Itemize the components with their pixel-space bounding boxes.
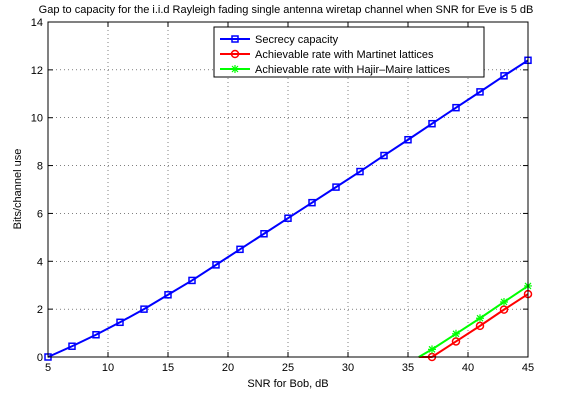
data-point <box>188 276 196 285</box>
data-point <box>356 167 364 176</box>
legend-marker <box>231 35 239 43</box>
y-tick-label: 14 <box>31 17 43 29</box>
series-layer <box>44 56 533 362</box>
legend-marker <box>230 49 240 59</box>
legend-marker <box>231 65 239 73</box>
x-tick-label: 5 <box>45 362 51 374</box>
data-point <box>404 135 412 144</box>
y-tick-label: 4 <box>37 256 43 268</box>
x-tick-label: 30 <box>342 362 354 374</box>
legend-entry: Achievable rate with Martinet lattices <box>220 49 434 61</box>
data-point <box>68 342 76 350</box>
x-tick-label: 45 <box>522 362 534 374</box>
data-point <box>475 321 485 331</box>
x-tick-label: 10 <box>102 362 114 374</box>
data-point <box>236 245 244 254</box>
legend-label: Achievable rate with Hajir–Maire lattice… <box>255 64 451 76</box>
chart-title: Gap to capacity for the i.i.d Rayleigh f… <box>39 4 534 16</box>
data-point <box>451 337 461 346</box>
data-point <box>164 291 172 299</box>
data-point <box>380 151 388 160</box>
data-point <box>212 261 220 269</box>
data-point <box>500 297 508 306</box>
y-tick-label: 12 <box>31 65 43 77</box>
legend-box <box>213 26 485 78</box>
legend-label: Achievable rate with Martinet lattices <box>255 49 434 61</box>
series-1 <box>44 56 532 361</box>
y-tick-label: 8 <box>37 161 43 173</box>
data-point <box>452 329 460 338</box>
data-point <box>476 88 484 96</box>
data-point <box>499 305 509 314</box>
ticks: 5 10 15 20 25 30 35 40 45 0 2 4 6 8 10 12 14 <box>31 17 534 374</box>
data-point <box>500 72 508 80</box>
y-tick-label: 6 <box>37 208 43 220</box>
y-tick-label: 10 <box>31 113 43 125</box>
data-point <box>476 314 484 323</box>
x-tick-label: 35 <box>402 362 414 374</box>
series-line <box>47 59 529 358</box>
legend-entry: Achievable rate with Hajir–Maire lattice… <box>220 64 451 76</box>
x-tick-label: 20 <box>222 362 234 374</box>
data-point <box>428 119 436 128</box>
data-point <box>140 305 148 313</box>
x-tick-label: 15 <box>162 362 174 374</box>
series-2 <box>418 289 533 362</box>
data-point <box>332 183 340 191</box>
y-tick-label: 2 <box>37 304 43 316</box>
y-axis-label: Bits/channel use <box>12 149 24 230</box>
data-point <box>308 198 316 207</box>
series-3 <box>418 281 532 358</box>
legend-entry: Secrecy capacity <box>220 34 339 46</box>
x-axis-label: SNR for Bob, dB <box>247 378 328 390</box>
data-point <box>452 103 460 112</box>
series-line <box>418 285 529 358</box>
legend-label: Secrecy capacity <box>255 34 339 46</box>
data-point <box>260 230 268 238</box>
data-point <box>92 330 100 339</box>
data-point <box>116 318 124 327</box>
data-point <box>284 214 292 222</box>
data-point <box>428 345 436 354</box>
y-tick-label: 0 <box>37 352 43 364</box>
x-tick-label: 40 <box>462 362 474 374</box>
legend: Secrecy capacity Achievable rate with Mar… <box>213 26 485 78</box>
x-tick-label: 25 <box>282 362 294 374</box>
